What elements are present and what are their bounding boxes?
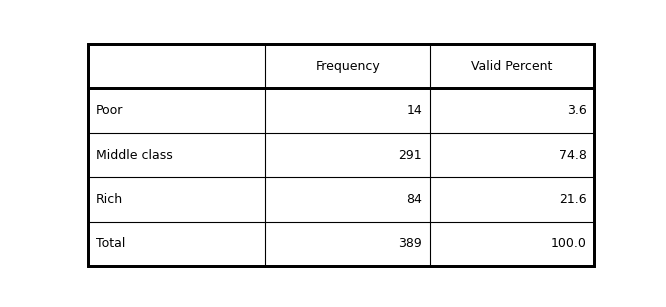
Text: Rich: Rich [96, 193, 123, 206]
Text: 389: 389 [398, 237, 422, 251]
Text: 3.6: 3.6 [567, 104, 587, 117]
Text: 14: 14 [406, 104, 422, 117]
Text: 74.8: 74.8 [559, 149, 587, 161]
Text: 21.6: 21.6 [559, 193, 587, 206]
Text: 291: 291 [398, 149, 422, 161]
Text: 100.0: 100.0 [551, 237, 587, 251]
Text: Total: Total [96, 237, 125, 251]
Text: 84: 84 [406, 193, 422, 206]
Text: Poor: Poor [96, 104, 123, 117]
Text: Valid Percent: Valid Percent [472, 60, 553, 73]
Text: Middle class: Middle class [96, 149, 173, 161]
Text: Frequency: Frequency [315, 60, 380, 73]
